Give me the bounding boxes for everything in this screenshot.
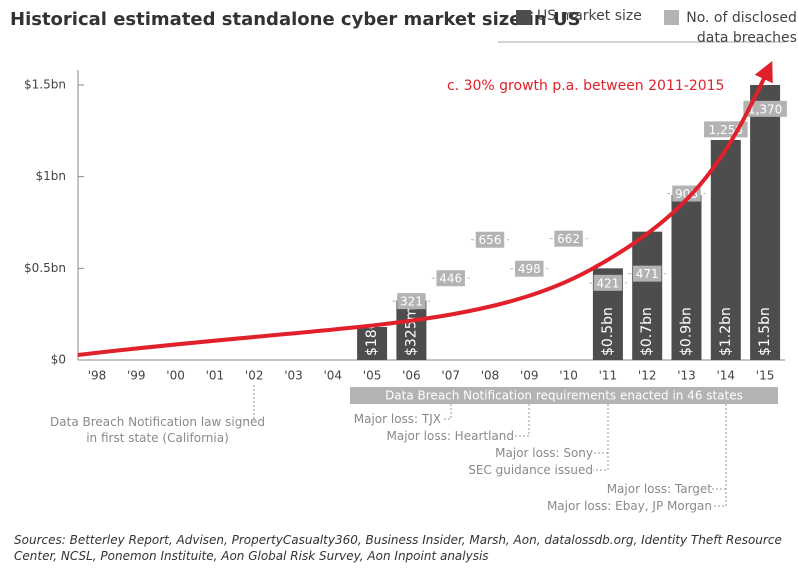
breach-marker — [632, 265, 662, 282]
annotation: Major loss: TJX — [353, 412, 441, 426]
bar — [396, 300, 427, 360]
breach-marker — [743, 100, 787, 117]
breach-label: 498 — [518, 262, 541, 276]
annotation: Data Breach Notification law signed in f… — [50, 415, 265, 445]
x-tick-label: '11 — [599, 369, 618, 383]
legend-swatch — [516, 10, 531, 25]
legend: US market size No. of disclosed data bre… — [516, 8, 797, 48]
breach-label: 1,370 — [748, 102, 782, 116]
growth-annotation: c. 30% growth p.a. between 2011-2015 — [447, 78, 724, 94]
legend-item: US market size — [516, 8, 642, 48]
x-tick-label: '01 — [206, 369, 225, 383]
chart-title: Historical estimated standalone cyber ma… — [10, 9, 581, 30]
y-tick-label: $0.5bn — [24, 261, 66, 275]
x-tick-label: '13 — [677, 369, 696, 383]
y-tick-label: $1.5bn — [24, 78, 66, 92]
x-tick-label: '02 — [245, 369, 264, 383]
breach-marker — [436, 270, 465, 287]
x-tick-label: '98 — [88, 369, 107, 383]
annotation: Major loss: Ebay, JP Morgan — [546, 499, 712, 513]
sources: Sources: Betterley Report, Advisen, Prop… — [14, 533, 782, 563]
x-tick-label: '05 — [363, 369, 382, 383]
x-tick-label: '07 — [441, 369, 460, 383]
y-tick-label: $1bn — [36, 169, 67, 183]
banner-text: Data Breach Notification requirements en… — [385, 389, 743, 403]
marks: $0 $0.5bn $1bn $1.5bn '98 '99 '00 '01 '02 '03 '04 '… — [24, 78, 787, 383]
bar — [671, 195, 702, 360]
legend-label: No. of disclosed data breaches — [686, 10, 797, 46]
bar-label: $0.7bn — [639, 307, 655, 356]
bar — [357, 327, 388, 360]
annotation: Major loss: Sony — [495, 446, 593, 460]
bar-label: $1.5bn — [757, 307, 773, 356]
breach-marker — [554, 230, 583, 247]
bar-label: $0.5bn — [600, 307, 616, 356]
breach-marker — [475, 231, 505, 248]
breach-label: 321 — [400, 295, 423, 309]
connectors — [244, 385, 727, 507]
banner-box — [350, 387, 778, 404]
x-tick-label: '12 — [638, 369, 657, 383]
bar-label: $180m — [364, 307, 380, 356]
breach-label: 471 — [636, 267, 659, 281]
annotation: SEC guidance issued — [468, 463, 593, 477]
legend-item: No. of disclosed data breaches — [663, 8, 797, 48]
breach-label: 662 — [557, 232, 580, 246]
breach-marker — [515, 260, 544, 277]
annotation: Major loss: Target — [606, 482, 712, 496]
legend-swatch — [663, 10, 679, 25]
bar-label: $0.9bn — [679, 307, 695, 356]
x-tick-label: '99 — [127, 369, 146, 383]
x-tick-label: '10 — [559, 369, 578, 383]
x-tick-label: '08 — [481, 369, 500, 383]
annotation: Major loss: Heartland — [386, 429, 514, 443]
x-tick-label: '03 — [284, 369, 303, 383]
breach-label: 446 — [439, 272, 462, 286]
x-tick-label: '06 — [402, 369, 421, 383]
breach-marker — [593, 274, 623, 291]
breach-label: 656 — [479, 233, 502, 247]
bar-label: $1.2bn — [718, 307, 734, 356]
legend-label: US market size — [537, 8, 642, 24]
bar — [710, 140, 741, 360]
growth-curve — [77, 60, 773, 357]
x-tick-label: '15 — [756, 369, 775, 383]
bar — [632, 231, 663, 360]
breach-marker — [397, 293, 426, 310]
y-tick-label: $0 — [51, 353, 66, 367]
bar-label: $325m — [403, 307, 419, 356]
x-tick-label: '04 — [324, 369, 343, 383]
x-tick-label: '09 — [520, 369, 539, 383]
x-tick-label: '14 — [717, 369, 736, 383]
x-tick-label: '00 — [166, 369, 185, 383]
breach-label: 421 — [596, 276, 619, 290]
bar — [750, 85, 781, 360]
